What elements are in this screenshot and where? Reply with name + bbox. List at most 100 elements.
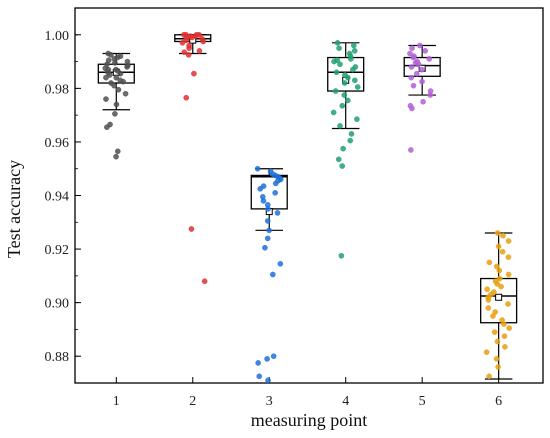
data-point: [407, 102, 414, 109]
data-point: [186, 42, 192, 49]
mean-marker: [495, 293, 503, 301]
data-point: [105, 50, 112, 57]
data-point: [117, 77, 123, 84]
data-point: [408, 64, 415, 70]
data-point: [486, 373, 492, 380]
data-point: [264, 218, 271, 224]
data-point: [411, 53, 417, 60]
data-point: [492, 309, 499, 315]
data-point: [114, 148, 121, 155]
data-point: [417, 42, 423, 49]
y-axis-title: Test accuracy: [4, 160, 24, 258]
data-point: [352, 77, 358, 84]
data-point: [485, 305, 492, 311]
data-point: [266, 227, 272, 234]
data-point: [183, 31, 189, 38]
data-point: [505, 254, 512, 260]
data-point: [265, 377, 271, 384]
data-point: [332, 88, 339, 94]
data-point: [179, 40, 186, 46]
data-point: [350, 42, 357, 49]
data-point: [274, 210, 281, 216]
data-point: [496, 275, 503, 282]
data-point: [262, 244, 268, 251]
data-point: [112, 111, 118, 117]
data-point: [492, 278, 499, 285]
data-point: [354, 84, 361, 90]
x-tick-label: 4: [342, 394, 349, 409]
data-point: [491, 289, 497, 295]
x-tick-label: 6: [495, 394, 502, 409]
data-point: [502, 344, 508, 350]
data-point: [486, 259, 493, 266]
data-point: [103, 96, 109, 102]
data-point: [410, 82, 417, 89]
x-tick-label: 2: [189, 394, 196, 409]
data-point: [407, 50, 413, 57]
data-point: [335, 156, 342, 163]
data-point: [113, 101, 120, 108]
data-point: [493, 263, 500, 270]
data-point: [330, 109, 337, 116]
data-point: [193, 31, 200, 38]
y-tick-label: 0.88: [45, 350, 70, 365]
y-tick-label: 1.00: [45, 29, 70, 44]
data-point: [259, 194, 266, 200]
data-point: [277, 261, 284, 267]
data-point: [501, 333, 508, 339]
data-point: [270, 271, 276, 278]
data-point: [113, 66, 119, 73]
data-point: [122, 90, 129, 97]
data-point: [196, 48, 203, 54]
data-point: [181, 49, 188, 55]
data-point: [341, 92, 348, 98]
data-point: [499, 317, 505, 323]
plot-frame: [74, 7, 544, 384]
data-point: [491, 329, 498, 335]
data-point: [419, 66, 425, 73]
data-point: [188, 226, 195, 232]
data-point: [113, 153, 119, 160]
iqr-box: [403, 56, 441, 77]
data-point: [342, 72, 348, 78]
data-point: [408, 147, 414, 153]
data-point: [201, 278, 208, 285]
data-point: [270, 353, 277, 360]
data-point: [267, 168, 274, 175]
y-tick-label: 0.98: [45, 82, 70, 97]
plot-area: 0.88 0.90 0.92 0.94 0.96 0.98 1.00 1 2 3 4 5 6: [45, 7, 544, 409]
data-point: [351, 48, 358, 54]
data-point: [264, 356, 270, 362]
data-point: [336, 45, 342, 51]
y-tick-label: 0.96: [45, 136, 70, 151]
data-point: [427, 88, 434, 94]
data-point: [498, 283, 504, 290]
data-point: [499, 248, 506, 255]
data-point: [191, 70, 197, 77]
data-point: [345, 97, 351, 104]
data-point: [408, 74, 415, 81]
data-point: [484, 286, 490, 293]
data-point: [337, 61, 343, 68]
data-point: [338, 252, 345, 259]
data-point: [264, 235, 271, 242]
data-point: [422, 48, 429, 54]
y-tick-label: 0.92: [45, 243, 70, 258]
data-point: [199, 36, 205, 42]
data-point: [495, 364, 501, 370]
data-point: [483, 349, 490, 355]
data-point: [264, 202, 271, 208]
data-point: [339, 163, 346, 169]
data-point: [103, 74, 109, 81]
data-point: [347, 137, 354, 144]
data-point: [334, 57, 341, 64]
data-point: [107, 121, 113, 128]
data-point: [340, 145, 346, 152]
data-point: [124, 58, 131, 65]
x-axis-title: measuring point: [251, 410, 367, 430]
data-point: [113, 74, 120, 81]
y-tick-label: 0.90: [45, 297, 70, 312]
data-point: [272, 190, 278, 196]
data-point: [496, 267, 503, 274]
